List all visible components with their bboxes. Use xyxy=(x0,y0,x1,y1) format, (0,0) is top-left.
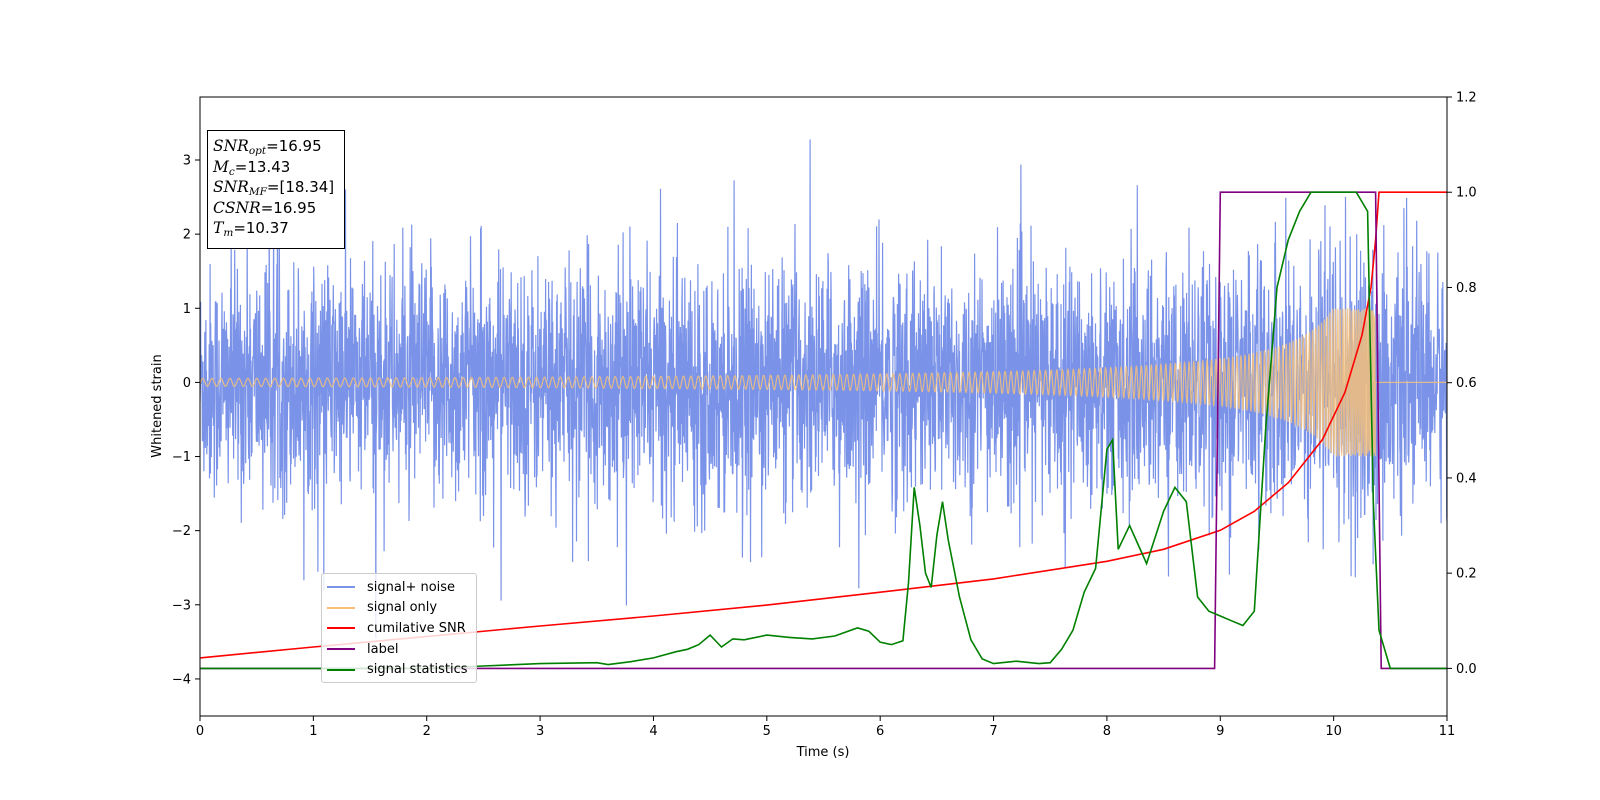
y-right-tick-label: 1.2 xyxy=(1456,91,1477,106)
legend-item: signal only xyxy=(327,598,476,619)
x-axis-ticks: 0 1 2 3 4 5 6 7 8 9 10 11 xyxy=(196,716,1455,739)
x-tick-label: 1 xyxy=(309,724,317,739)
y-right-tick-label: 0.0 xyxy=(1456,662,1477,677)
x-tick-label: 6 xyxy=(876,724,884,739)
legend-label: cumilative SNR xyxy=(367,620,466,636)
y-left-tick-label: −3 xyxy=(172,598,191,613)
x-tick-label: 11 xyxy=(1439,724,1456,739)
legend-label: signal+ noise xyxy=(367,579,456,595)
x-tick-label: 7 xyxy=(989,724,997,739)
legend-label: label xyxy=(367,641,399,657)
signal-statistics-line xyxy=(200,191,1447,670)
y-left-tick-label: −1 xyxy=(172,450,191,465)
x-tick-label: 2 xyxy=(423,724,431,739)
y-right-tick-label: 0.2 xyxy=(1456,567,1477,582)
x-axis-label: Time (s) xyxy=(796,745,850,760)
y-right-axis-ticks: 1.2 1.0 0.8 0.6 0.4 0.2 0.0 xyxy=(1447,91,1477,677)
x-tick-label: 8 xyxy=(1103,724,1111,739)
legend: signal+ noise signal only cumilative SNR la… xyxy=(321,573,477,683)
y-left-tick-label: −2 xyxy=(172,524,191,539)
plot-frame xyxy=(199,96,1448,717)
x-tick-label: 10 xyxy=(1325,724,1342,739)
y-left-tick-label: 3 xyxy=(183,154,191,169)
legend-label: signal only xyxy=(367,600,438,616)
annotation-tm: Tm=10.37 xyxy=(213,219,289,239)
y-right-tick-label: 0.8 xyxy=(1456,281,1477,296)
legend-swatch xyxy=(327,586,355,589)
y-left-tick-label: 0 xyxy=(183,376,191,391)
legend-item: cumilative SNR xyxy=(327,618,476,639)
right-axis-series xyxy=(200,191,1447,670)
x-tick-label: 4 xyxy=(649,724,657,739)
legend-swatch xyxy=(327,668,355,671)
y-right-tick-label: 0.6 xyxy=(1456,376,1477,391)
legend-item: signal+ noise xyxy=(327,577,476,598)
y-left-tick-label: 2 xyxy=(183,228,191,243)
legend-item: signal statistics xyxy=(327,659,476,680)
legend-item: label xyxy=(327,639,476,660)
signal-only-line xyxy=(200,308,1447,457)
legend-swatch xyxy=(327,648,355,651)
annotation-box: SNRopt=16.95 Mc=13.43 SNRMF=[18.34] CSNR… xyxy=(207,130,345,249)
y-left-tick-label: 1 xyxy=(183,302,191,317)
x-tick-label: 3 xyxy=(536,724,544,739)
annotation-csnr: CSNR=16.95 xyxy=(213,198,317,217)
y-left-tick-label: −4 xyxy=(172,672,191,687)
x-tick-label: 5 xyxy=(763,724,771,739)
x-tick-label: 9 xyxy=(1216,724,1224,739)
y-right-tick-label: 1.0 xyxy=(1456,186,1477,201)
signal-only-series xyxy=(200,308,1447,457)
x-tick-label: 0 xyxy=(196,724,204,739)
annotation-mc: Mc=13.43 xyxy=(213,157,291,178)
legend-swatch xyxy=(327,627,355,630)
legend-label: signal statistics xyxy=(367,662,468,678)
annotation-snr-mf: SNRMF=[18.34] xyxy=(213,178,335,198)
y-axis-label: Whitened strain xyxy=(150,354,165,457)
y-left-axis-ticks: 3 2 1 0 −1 −2 −3 −4 xyxy=(172,154,200,687)
legend-swatch xyxy=(327,606,355,609)
annotation-snr-opt: SNRopt=16.95 xyxy=(213,137,322,157)
y-right-tick-label: 0.4 xyxy=(1456,471,1477,486)
